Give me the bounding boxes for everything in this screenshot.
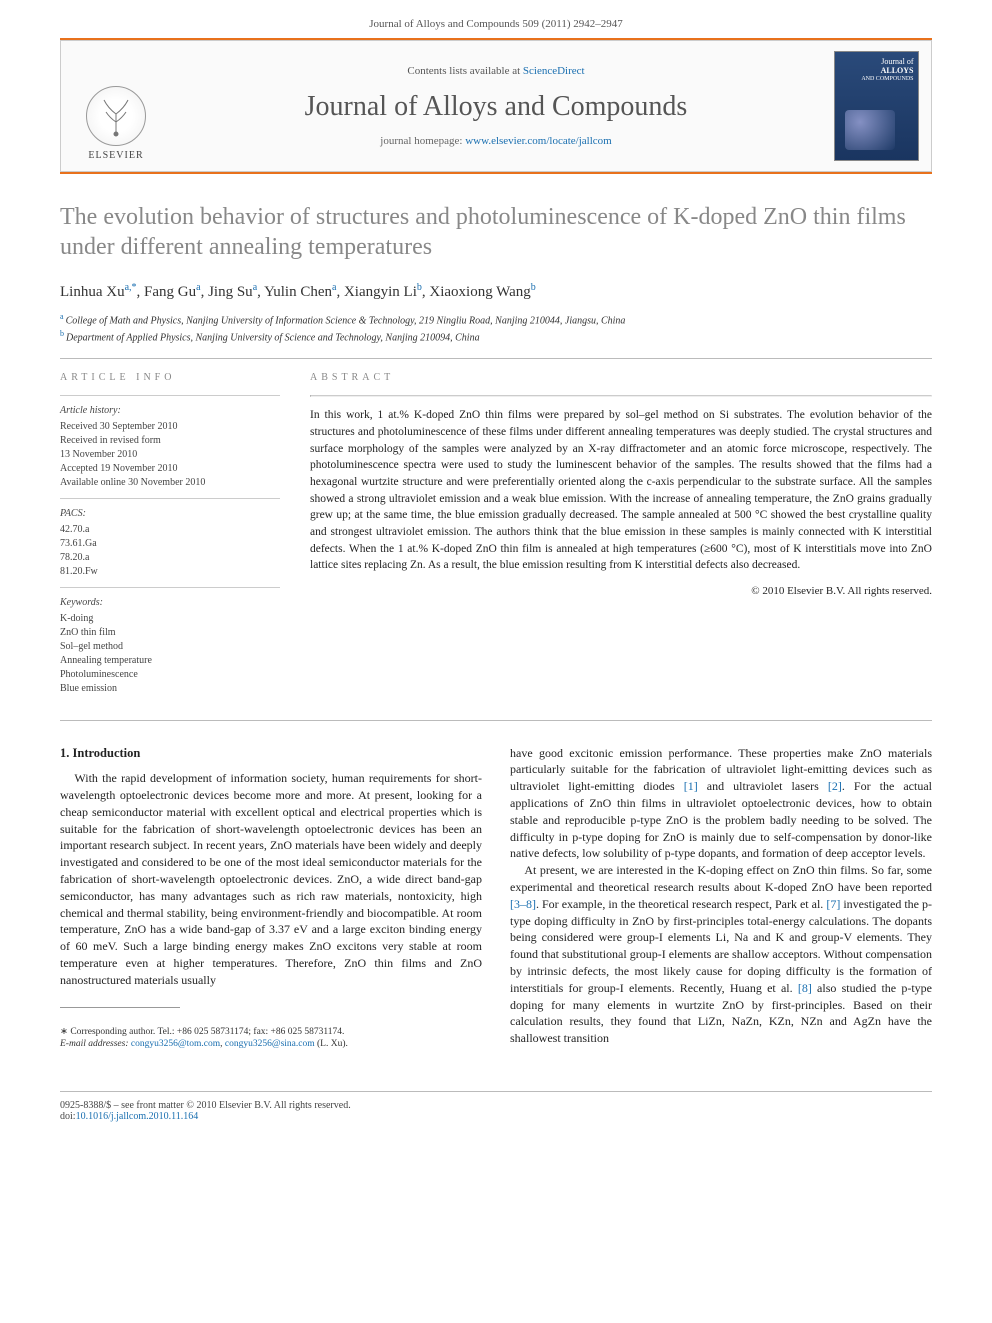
info-line: K-doing [60,612,280,626]
abstract-divider [310,395,932,397]
publisher-name: ELSEVIER [88,150,143,161]
keywords-heading: Keywords: [60,596,280,610]
body-paragraph: With the rapid development of informatio… [60,770,482,988]
author: Xiaoxiong Wangb [429,284,535,300]
info-line: Received 30 September 2010 [60,420,280,434]
keyword-lines: K-doingZnO thin filmSol–gel methodAnneal… [60,612,280,696]
info-line: 42.70.a [60,523,280,537]
journal-title: Journal of Alloys and Compounds [179,91,813,123]
abstract-text: In this work, 1 at.% K-doped ZnO thin fi… [310,407,932,574]
email-label: E-mail addresses: [60,1039,129,1049]
info-line: Sol–gel method [60,640,280,654]
info-line: 78.20.a [60,551,280,565]
info-line: Annealing temperature [60,654,280,668]
abstract-heading: abstract [310,371,932,386]
info-line: Received in revised form [60,434,280,448]
page-footer: 0925-8388/$ – see front matter © 2010 El… [60,1091,932,1122]
cover-line-2: ALLOYS [839,67,914,76]
sciencedirect-link[interactable]: ScienceDirect [523,65,585,77]
journal-homepage-line: journal homepage: www.elsevier.com/locat… [179,135,813,147]
footnote-rule [60,1007,180,1008]
abstract-column: abstract In this work, 1 at.% K-doped Zn… [310,371,932,696]
doi-label: doi: [60,1111,76,1122]
cover-line-3: AND COMPOUNDS [839,76,914,83]
citation-link[interactable]: [2] [828,779,842,793]
info-divider [60,498,280,499]
info-divider [60,587,280,588]
info-line: Photoluminescence [60,668,280,682]
homepage-prefix: journal homepage: [380,135,465,147]
author: Fang Gua [144,284,201,300]
divider [60,358,932,359]
history-heading: Article history: [60,404,280,418]
elsevier-tree-icon [86,86,146,146]
contents-available-line: Contents lists available at ScienceDirec… [179,65,813,77]
running-head: Journal of Alloys and Compounds 509 (201… [0,0,992,38]
affiliation: b Department of Applied Physics, Nanjing… [60,328,932,345]
info-line: 73.61.Ga [60,537,280,551]
affiliations: a College of Math and Physics, Nanjing U… [60,311,932,346]
pacs-heading: PACS: [60,507,280,521]
author: Linhua Xua,* [60,284,137,300]
info-line: Accepted 19 November 2010 [60,462,280,476]
corr-suffix: (L. Xu). [315,1039,348,1049]
author: Yulin Chena [264,284,336,300]
author-list: Linhua Xua,*, Fang Gua, Jing Sua, Yulin … [60,282,932,301]
pacs-lines: 42.70.a73.61.Ga78.20.a81.20.Fw [60,523,280,579]
issn-line: 0925-8388/$ – see front matter © 2010 El… [60,1100,351,1111]
info-divider [60,395,280,396]
author: Jing Sua [208,284,257,300]
info-line: 81.20.Fw [60,565,280,579]
divider [60,720,932,721]
contents-prefix: Contents lists available at [407,65,522,77]
corresponding-author-block: ∗ Corresponding author. Tel.: +86 025 58… [60,1026,482,1052]
article-info-column: article info Article history: Received 3… [60,371,280,696]
body-paragraph: At present, we are interested in the K-d… [510,862,932,1047]
citation-link[interactable]: [3–8] [510,897,536,911]
article-body: 1. Introduction With the rapid developme… [60,745,932,1051]
publisher-logo-block: ELSEVIER [61,41,171,171]
citation-link[interactable]: [1] [684,779,698,793]
corr-line: ∗ Corresponding author. Tel.: +86 025 58… [60,1026,482,1039]
body-paragraph: have good excitonic emission performance… [510,745,932,863]
citation-link[interactable]: [7] [826,897,840,911]
article-info-heading: article info [60,371,280,385]
corr-email-1[interactable]: congyu3256@tom.com [131,1039,220,1049]
info-line: Blue emission [60,682,280,696]
article-title: The evolution behavior of structures and… [60,202,932,262]
journal-cover-thumb: Journal of ALLOYS AND COMPOUNDS [821,41,931,171]
info-line: 13 November 2010 [60,448,280,462]
doi-link[interactable]: 10.1016/j.jallcom.2010.11.164 [76,1111,199,1122]
info-line: ZnO thin film [60,626,280,640]
affiliation: a College of Math and Physics, Nanjing U… [60,311,932,328]
info-line: Available online 30 November 2010 [60,476,280,490]
author: Xiangyin Lib [344,284,422,300]
section-heading-intro: 1. Introduction [60,745,482,763]
history-lines: Received 30 September 2010Received in re… [60,420,280,490]
corr-email-2[interactable]: congyu3256@sina.com [225,1039,315,1049]
abstract-copyright: © 2010 Elsevier B.V. All rights reserved… [310,584,932,600]
citation-link[interactable]: [8] [798,981,812,995]
journal-masthead: ELSEVIER Contents lists available at Sci… [60,40,932,172]
journal-homepage-link[interactable]: www.elsevier.com/locate/jallcom [465,135,612,147]
